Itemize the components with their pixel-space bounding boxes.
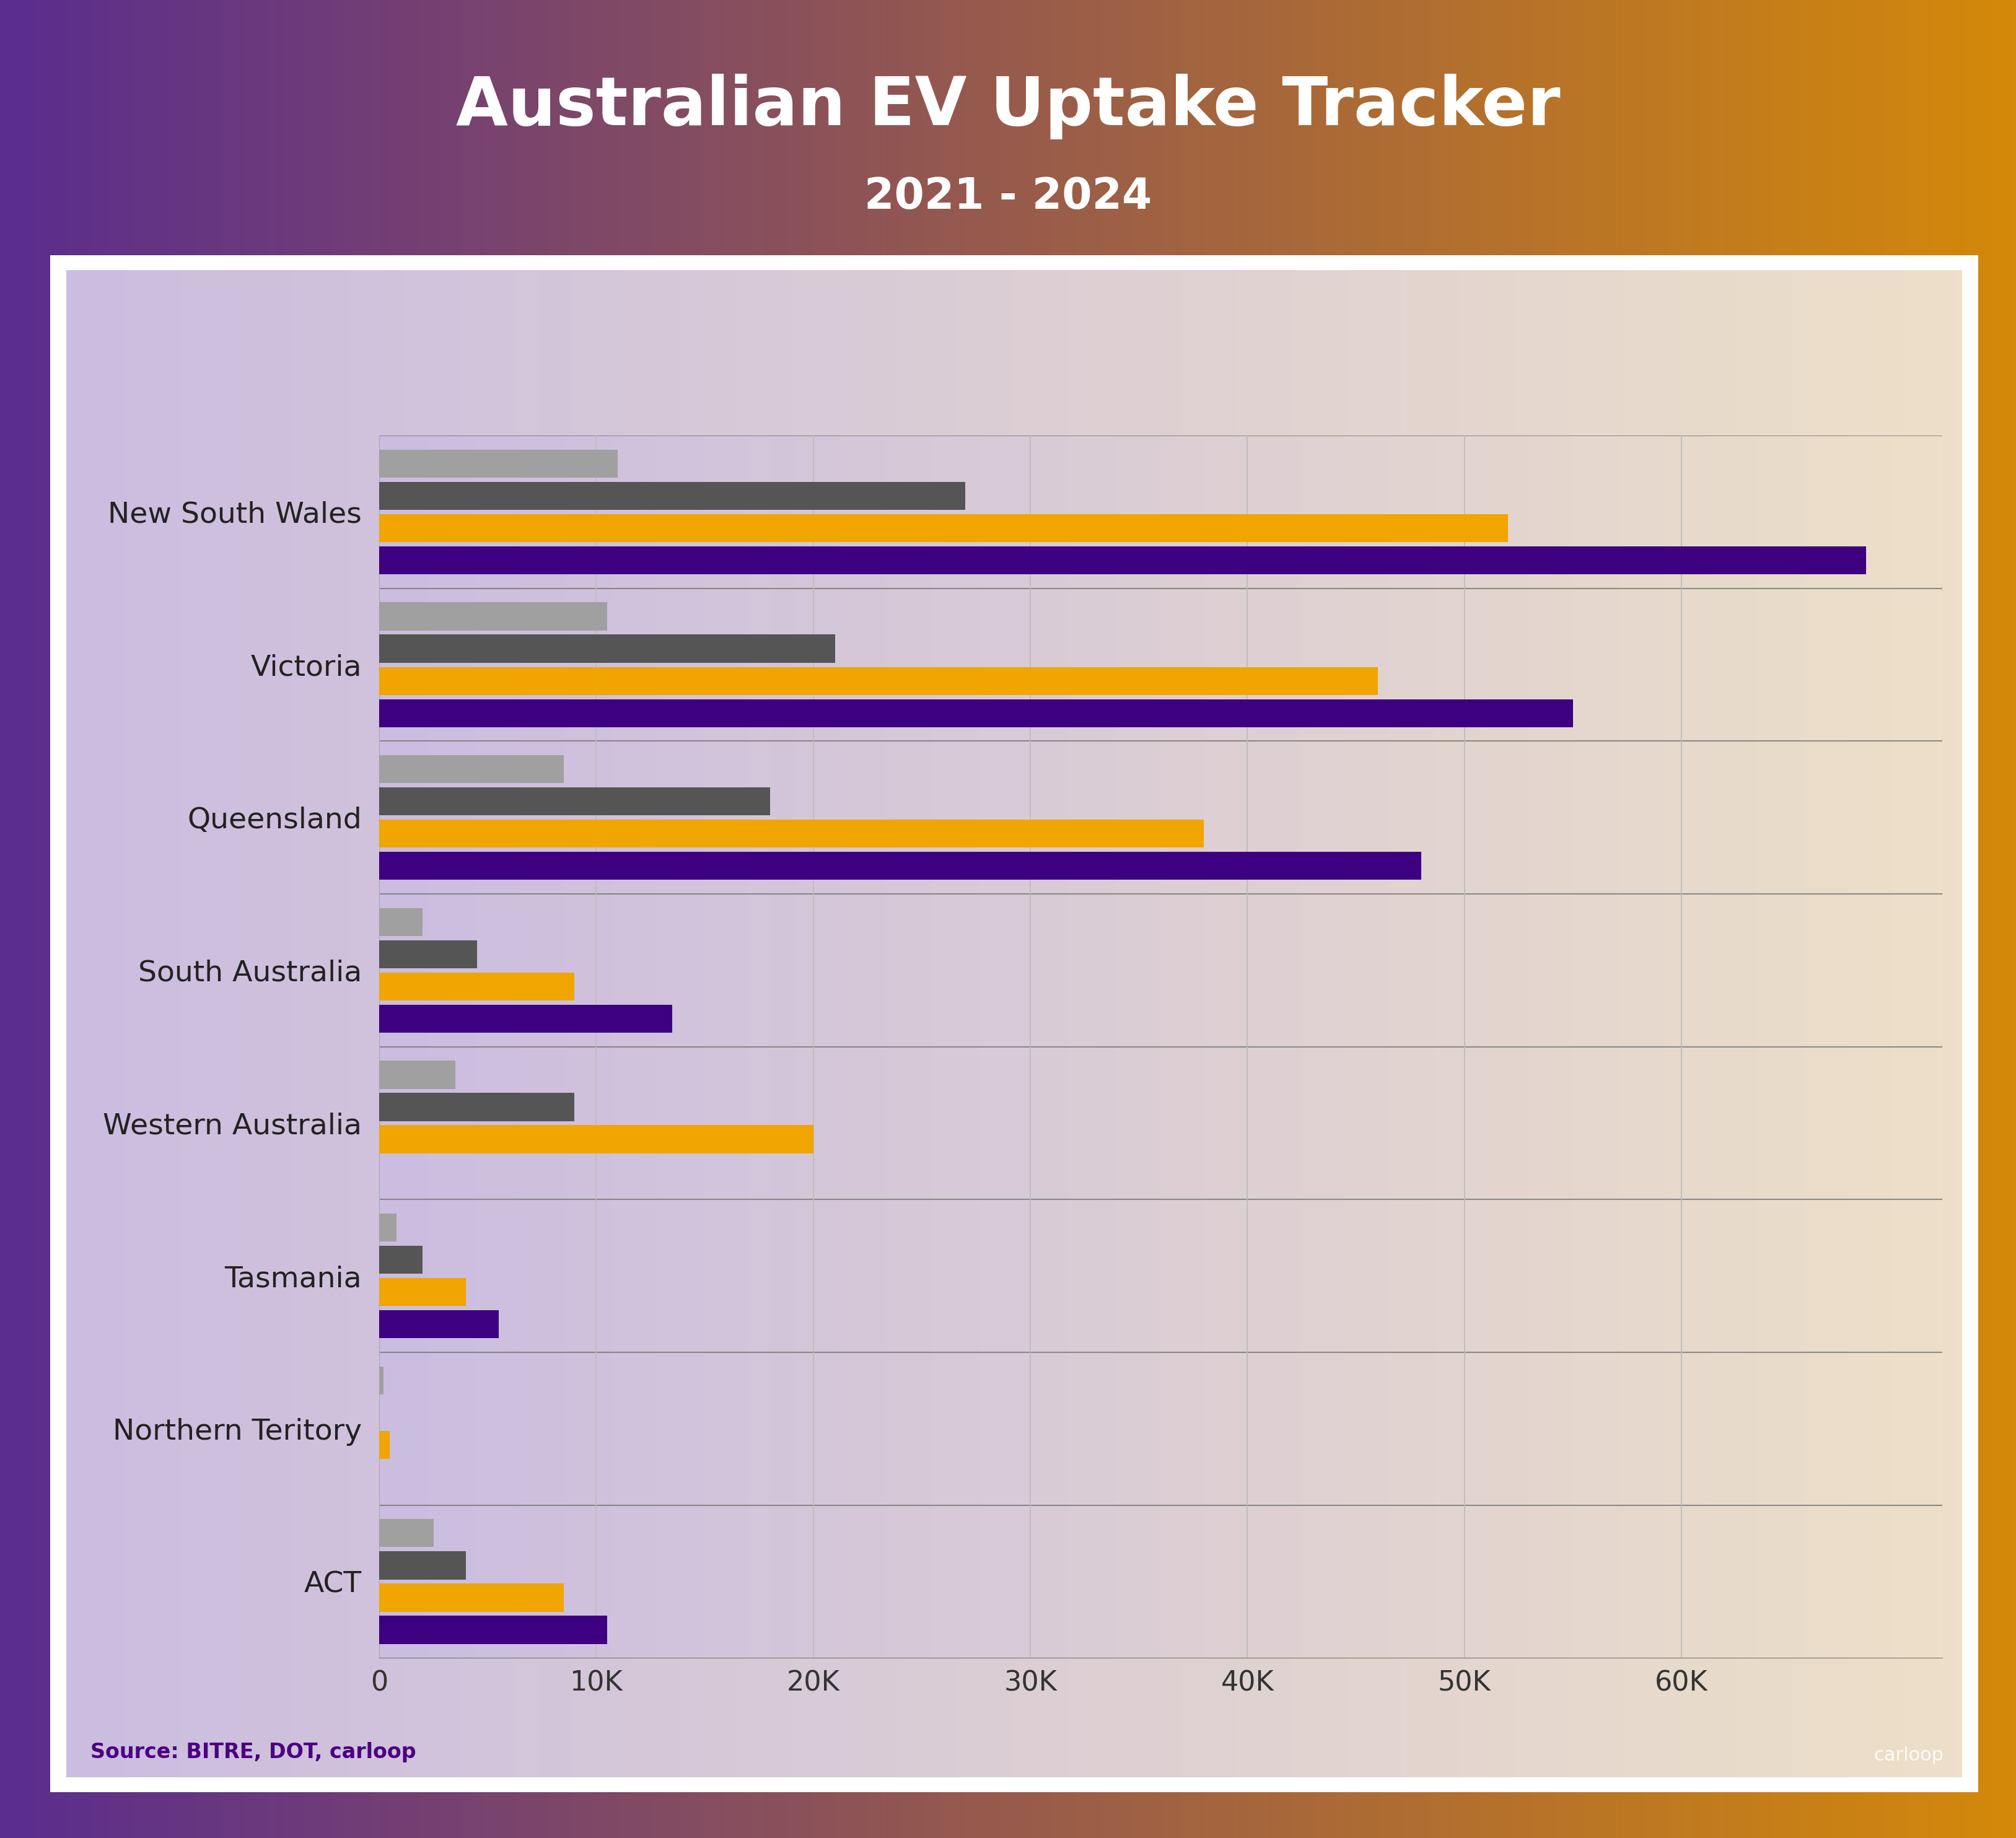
Bar [379, 515, 1508, 542]
Bar [379, 1584, 562, 1612]
Bar [379, 1616, 607, 1643]
Bar [379, 941, 476, 969]
Bar [379, 1005, 671, 1033]
Bar [379, 1061, 456, 1088]
Bar [379, 482, 966, 509]
Bar [379, 1277, 466, 1307]
Text: 2024: 2024 [1306, 384, 1387, 414]
Bar [379, 1213, 397, 1242]
Bar [379, 755, 562, 783]
Bar [379, 851, 1421, 880]
Bar [379, 1310, 498, 1338]
Bar [379, 1094, 575, 1121]
Bar [379, 1551, 466, 1579]
FancyBboxPatch shape [0, 195, 2016, 1838]
Bar [379, 820, 1204, 847]
Text: Australian EV Uptake Tracker: Australian EV Uptake Tracker [456, 74, 1560, 140]
Bar [379, 1366, 383, 1395]
Bar [379, 603, 607, 630]
Bar [379, 787, 770, 816]
Bar [379, 667, 1377, 695]
Bar [379, 634, 835, 664]
Bar [379, 698, 1572, 728]
Bar [379, 546, 1865, 573]
Bar [379, 1520, 433, 1548]
Bar [379, 1125, 812, 1152]
Bar [379, 450, 617, 478]
Bar [379, 1430, 389, 1459]
Text: carloop: carloop [1873, 1746, 1943, 1764]
Text: Source: BITRE, DOT, carloop: Source: BITRE, DOT, carloop [91, 1742, 415, 1763]
Bar [379, 1246, 423, 1274]
Text: 2023: 2023 [1097, 384, 1175, 414]
Bar [379, 908, 423, 936]
Text: 2022: 2022 [885, 384, 964, 414]
Bar [379, 972, 575, 1000]
Text: 2021: 2021 [673, 384, 752, 414]
Text: 2021 - 2024: 2021 - 2024 [865, 176, 1151, 217]
